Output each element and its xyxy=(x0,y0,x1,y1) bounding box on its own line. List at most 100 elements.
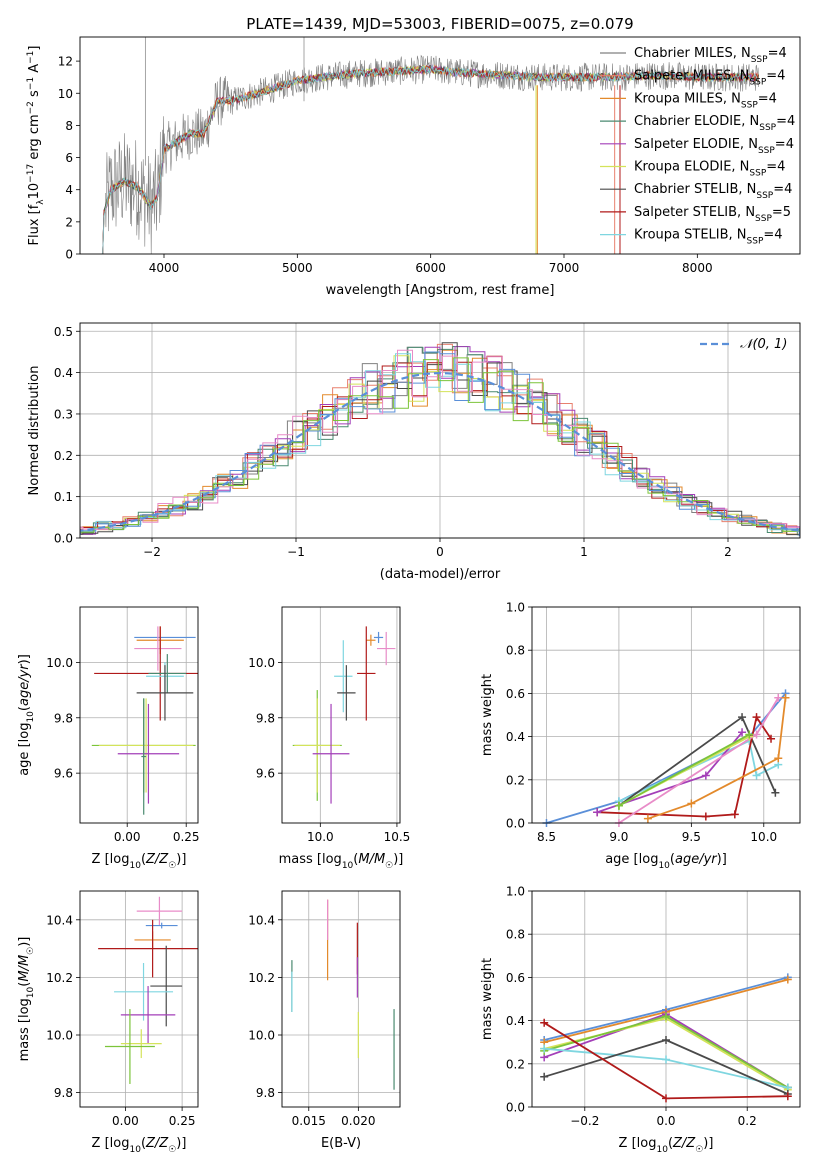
y-tick-label: 10 xyxy=(58,87,73,101)
label-part: =4 xyxy=(766,160,785,175)
y-tick-label: 0.4 xyxy=(506,1014,525,1028)
label-part: age [log xyxy=(605,852,658,867)
label-part: Flux [f xyxy=(27,204,42,245)
label-part: =4 xyxy=(766,69,785,84)
label-part: −1 xyxy=(26,51,36,64)
y-tick-label: 12 xyxy=(58,55,73,69)
plus-marker xyxy=(738,713,747,722)
y-tick-label: 9.8 xyxy=(54,1086,73,1100)
x-tick-label: 0.0 xyxy=(656,1114,675,1128)
label-part: SSP xyxy=(749,169,766,179)
plus-marker xyxy=(745,730,754,739)
legend-entry: Chabrier STELIB, NSSP=4 xyxy=(634,182,792,201)
label-part: 10 xyxy=(129,1145,141,1155)
label-part: SSP xyxy=(749,78,766,88)
gaussian-curve xyxy=(80,371,800,532)
residuals-axes: −2 −1 0 1 2 0.0 0.1 0.2 0.3 0.4 0.5 xyxy=(54,323,800,559)
plus-marker xyxy=(662,1036,670,1045)
x-axis-label: Z [log10(Z/Z☉)] xyxy=(619,1136,714,1155)
x-tick-label: −1 xyxy=(287,545,305,559)
x-tick-label: 6000 xyxy=(415,261,446,275)
plus-marker xyxy=(701,771,710,780)
y-tick-label: 10.4 xyxy=(248,913,275,927)
x-axis-label: age [log10(age/yr)] xyxy=(605,852,727,871)
histogram-step xyxy=(80,355,800,530)
label-part: Chabrier STELIB, N xyxy=(634,182,756,197)
x-tick-label: 9.0 xyxy=(609,830,628,844)
y-tick-label: 10.0 xyxy=(46,656,73,670)
x-tick-label: −2 xyxy=(143,545,161,559)
label-part: =4 xyxy=(775,137,794,152)
label-part: Salpeter ELODIE, N xyxy=(634,137,758,152)
label-part: ( xyxy=(670,852,675,867)
y-tick-label: 10.0 xyxy=(46,1029,73,1043)
label-part: =4 xyxy=(773,182,792,197)
x-tick-label: 4000 xyxy=(149,261,180,275)
label-part: )] xyxy=(703,1136,713,1151)
x-tick-label: 9.5 xyxy=(682,830,701,844)
y-tick-label: 0.0 xyxy=(506,817,525,831)
legend-entry: Kroupa STELIB, NSSP=4 xyxy=(634,228,783,247)
label-part: M/M xyxy=(17,955,32,982)
plus-marker xyxy=(738,728,747,737)
legend-entry: 𝒩(0, 1) xyxy=(740,337,787,352)
label-part: s xyxy=(27,90,42,101)
label-part: ( xyxy=(141,852,146,867)
label-part: )] xyxy=(176,1136,186,1151)
label-part: SSP xyxy=(755,214,772,224)
x-tick-label: 1 xyxy=(580,545,588,559)
y-tick-label: 0.1 xyxy=(54,490,73,504)
label-part: −17 xyxy=(26,164,36,183)
massweight_vs_age-frame xyxy=(531,606,801,824)
plus-marker xyxy=(540,1072,549,1081)
y-tick-label: 10.4 xyxy=(46,913,73,927)
y-tick-label: 0.3 xyxy=(54,407,73,421)
plus-marker xyxy=(701,812,710,821)
plus-marker xyxy=(752,771,761,780)
histogram-step xyxy=(80,357,800,533)
label-part: Z [log xyxy=(92,1136,130,1151)
x-tick-label: 8000 xyxy=(682,261,713,275)
y-tick-label: 9.6 xyxy=(256,767,275,781)
label-part: age/yr xyxy=(17,663,32,706)
plus-marker xyxy=(662,1055,670,1064)
x-tick-label: 2 xyxy=(724,545,732,559)
y-tick-label: 9.8 xyxy=(256,1086,275,1100)
y-tick-label: 0.6 xyxy=(506,971,525,985)
x-axis-label: mass [log10(M/M☉)] xyxy=(279,852,404,871)
label-part: SSP xyxy=(751,55,768,65)
label-part: λ xyxy=(36,199,46,205)
legend-entry: Salpeter ELODIE, NSSP=4 xyxy=(634,137,794,156)
x-axis-label: wavelength [Angstrom, rest frame] xyxy=(326,283,555,298)
y-tick-label: 0 xyxy=(65,248,73,262)
massweight_vs_Z-data xyxy=(540,973,792,1103)
label-part: Z [log xyxy=(619,1136,657,1151)
label-part: M/M xyxy=(358,852,385,867)
y-axis-label: mass weight xyxy=(480,674,495,756)
label-part: A xyxy=(27,64,42,77)
plus-marker xyxy=(774,754,783,763)
x-tick-label: 10.0 xyxy=(307,830,334,844)
label-part: SSP xyxy=(759,123,776,133)
plus-marker xyxy=(767,734,776,743)
label-part: =4 xyxy=(776,114,795,129)
label-part: −1 xyxy=(26,77,36,90)
label-part: Kroupa STELIB, N xyxy=(634,228,747,243)
age_vs_mass-data xyxy=(292,626,396,804)
y-axis-label: mass weight xyxy=(480,958,495,1040)
y-tick-label: 10.0 xyxy=(248,1029,275,1043)
y-tick-label: 9.6 xyxy=(54,767,73,781)
label-part: ( xyxy=(17,982,32,987)
label-part: ( xyxy=(17,706,32,711)
label-part: 10 xyxy=(27,183,42,200)
label-part: Kroupa ELODIE, N xyxy=(634,160,749,175)
legend-entry: Chabrier MILES, NSSP=4 xyxy=(634,46,787,65)
plus-marker xyxy=(662,1012,670,1021)
y-tick-label: 10.2 xyxy=(46,971,73,985)
histogram-step xyxy=(80,351,800,537)
x-tick-label: 0.25 xyxy=(173,830,200,844)
label-part: 10 xyxy=(658,861,670,871)
label-part: ( xyxy=(353,852,358,867)
plus-marker xyxy=(593,808,602,817)
